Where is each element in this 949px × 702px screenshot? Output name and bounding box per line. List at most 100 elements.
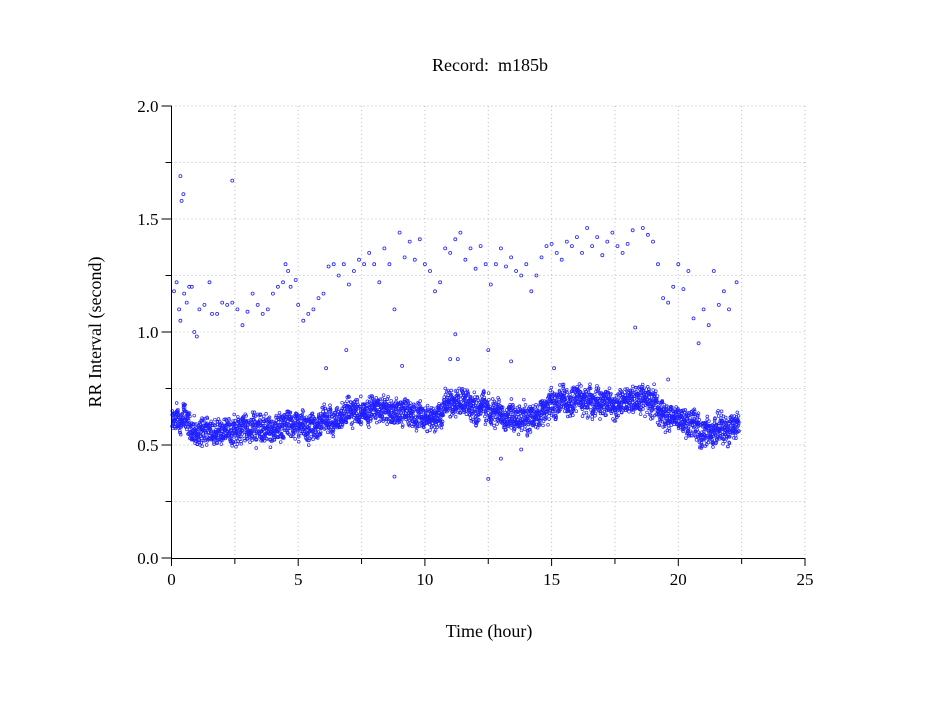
data-point	[428, 428, 432, 432]
data-point	[516, 413, 520, 417]
data-point	[602, 409, 607, 414]
data-point	[593, 392, 597, 397]
data-point	[663, 430, 668, 435]
outlier-point	[656, 262, 660, 267]
data-point	[695, 415, 700, 420]
outlier-point	[633, 325, 638, 330]
data-point	[319, 426, 324, 430]
outlier-point	[321, 291, 326, 296]
outlier-point	[519, 273, 524, 278]
data-point	[365, 399, 370, 403]
data-point	[469, 395, 473, 399]
data-point	[205, 416, 210, 421]
data-point	[596, 386, 601, 391]
data-point	[415, 424, 420, 429]
data-point	[260, 439, 265, 443]
data-point	[437, 401, 441, 406]
data-point	[696, 411, 701, 415]
data-point	[381, 393, 386, 397]
data-point	[423, 406, 427, 410]
data-point	[525, 433, 530, 438]
outlier-point	[552, 366, 556, 371]
data-point	[425, 403, 430, 408]
data-point	[461, 391, 466, 396]
data-point	[374, 396, 379, 400]
data-point	[288, 410, 293, 415]
data-point	[301, 409, 305, 413]
data-point	[736, 424, 740, 428]
data-point	[325, 413, 329, 417]
data-point	[727, 435, 732, 439]
outlier-point	[585, 226, 589, 230]
data-point	[419, 410, 423, 414]
y-tick-label: 1.0	[137, 323, 158, 342]
outlier-point	[324, 366, 329, 371]
data-point	[462, 409, 467, 413]
data-point	[510, 421, 514, 426]
data-point	[328, 406, 333, 411]
data-point	[456, 410, 460, 415]
data-point	[217, 419, 222, 424]
data-point	[692, 407, 697, 412]
data-point	[554, 414, 558, 418]
data-point	[366, 420, 371, 425]
data-point	[316, 427, 320, 432]
data-point	[401, 411, 406, 415]
data-point	[256, 426, 260, 431]
data-point	[227, 417, 231, 421]
outlier-point	[194, 334, 199, 339]
outlier-point	[220, 300, 225, 305]
data-point	[568, 392, 572, 397]
data-point	[428, 412, 432, 417]
data-point	[593, 411, 598, 416]
data-point	[254, 437, 259, 442]
data-point	[179, 425, 184, 429]
outlier-point	[281, 280, 285, 285]
outlier-point	[453, 332, 458, 337]
data-point	[710, 440, 715, 444]
data-point	[345, 399, 349, 403]
data-point	[715, 411, 720, 415]
outlier-point	[534, 273, 539, 278]
data-point	[316, 412, 321, 417]
data-point	[250, 438, 255, 442]
data-point	[325, 430, 330, 434]
data-point	[401, 423, 405, 427]
outlier-point	[509, 359, 514, 364]
data-point	[372, 398, 376, 402]
outlier-point	[519, 447, 524, 452]
outlier-point	[600, 253, 605, 258]
data-point	[214, 432, 219, 437]
data-point	[312, 433, 316, 438]
data-point	[431, 406, 435, 411]
outlier-point	[722, 289, 726, 294]
data-point	[700, 437, 704, 442]
data-point	[553, 404, 558, 409]
data-point	[491, 413, 495, 417]
data-point	[721, 441, 725, 446]
data-point	[418, 399, 423, 403]
outlier-point	[734, 280, 739, 285]
data-point	[504, 427, 508, 432]
data-point	[558, 407, 563, 412]
data-point	[601, 411, 605, 416]
data-point	[574, 409, 579, 413]
data-point	[606, 390, 610, 395]
data-point	[259, 423, 264, 428]
data-point	[421, 408, 425, 413]
data-point	[200, 419, 205, 423]
data-point	[299, 419, 303, 424]
outlier-point	[544, 244, 549, 249]
outlier-point	[235, 307, 240, 312]
data-point	[662, 403, 667, 407]
data-point	[664, 421, 668, 426]
data-point	[328, 408, 333, 412]
data-point	[347, 395, 351, 399]
outlier-point	[422, 262, 427, 267]
data-point	[620, 390, 625, 394]
data-point	[426, 407, 431, 412]
data-point	[340, 400, 344, 405]
data-point	[208, 427, 213, 432]
outlier-point	[433, 289, 437, 294]
data-point	[315, 434, 320, 438]
